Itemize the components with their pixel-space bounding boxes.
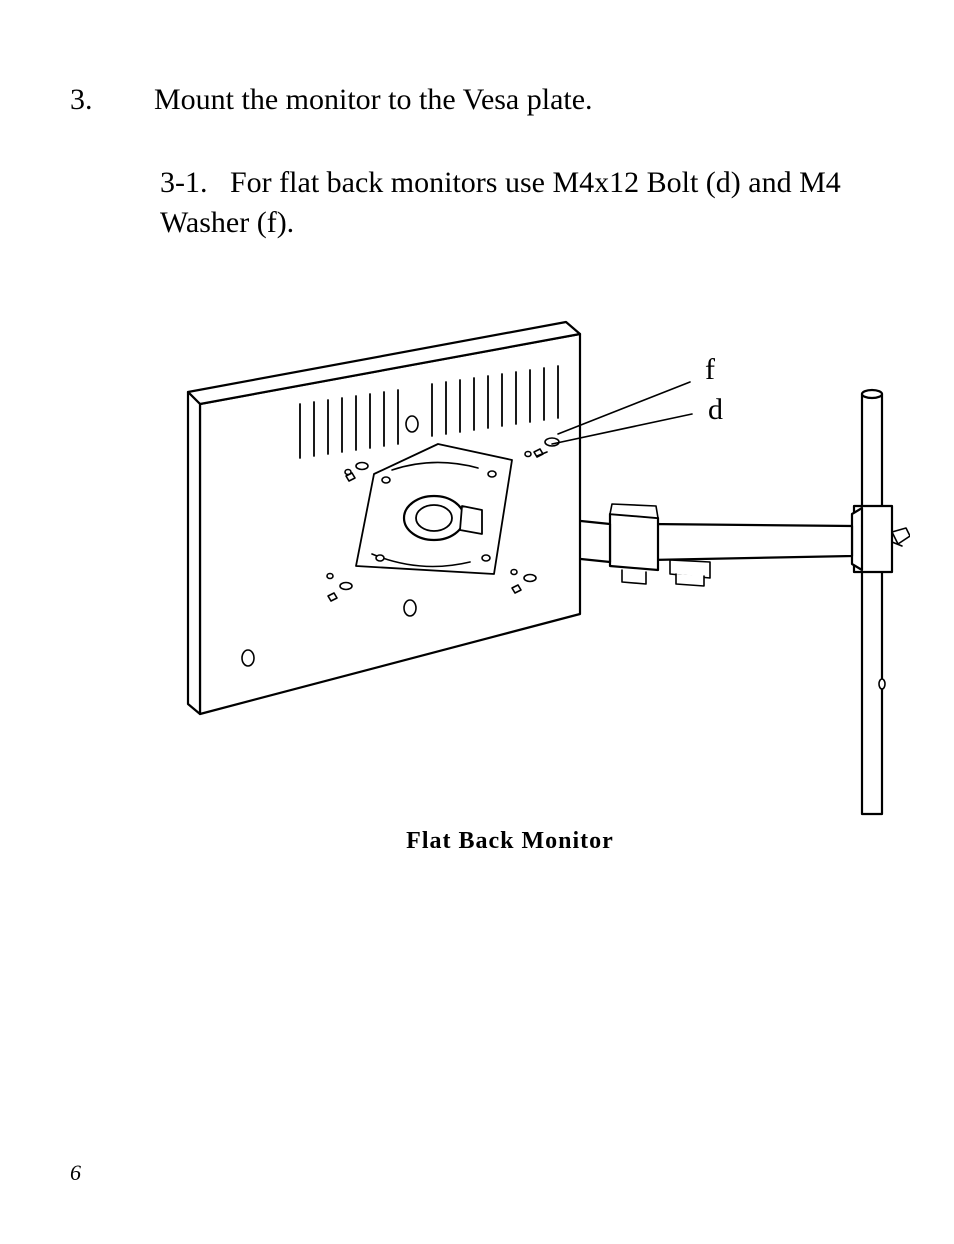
step-title: Mount the monitor to the Vesa plate.: [154, 80, 884, 121]
sub-step-label: 3-1.: [160, 166, 208, 199]
manual-page: 3. Mount the monitor to the Vesa plate. …: [0, 0, 954, 1244]
figure-caption: Flat Back Monitor: [110, 828, 910, 855]
sub-step: 3-1. For flat back monitors use M4x12 Bo…: [160, 163, 884, 244]
page-number: 6: [70, 1160, 81, 1186]
step-row: 3. Mount the monitor to the Vesa plate.: [70, 80, 884, 121]
callout-d-label: d: [708, 393, 723, 426]
figure: f d Flat Back Monitor: [110, 274, 910, 834]
callout-f-label: f: [705, 353, 715, 386]
step-number: 3.: [70, 80, 126, 121]
sub-step-text: For flat back monitors use M4x12 Bolt (d…: [160, 166, 841, 240]
monitor-arm-diagram: f d: [110, 274, 910, 834]
